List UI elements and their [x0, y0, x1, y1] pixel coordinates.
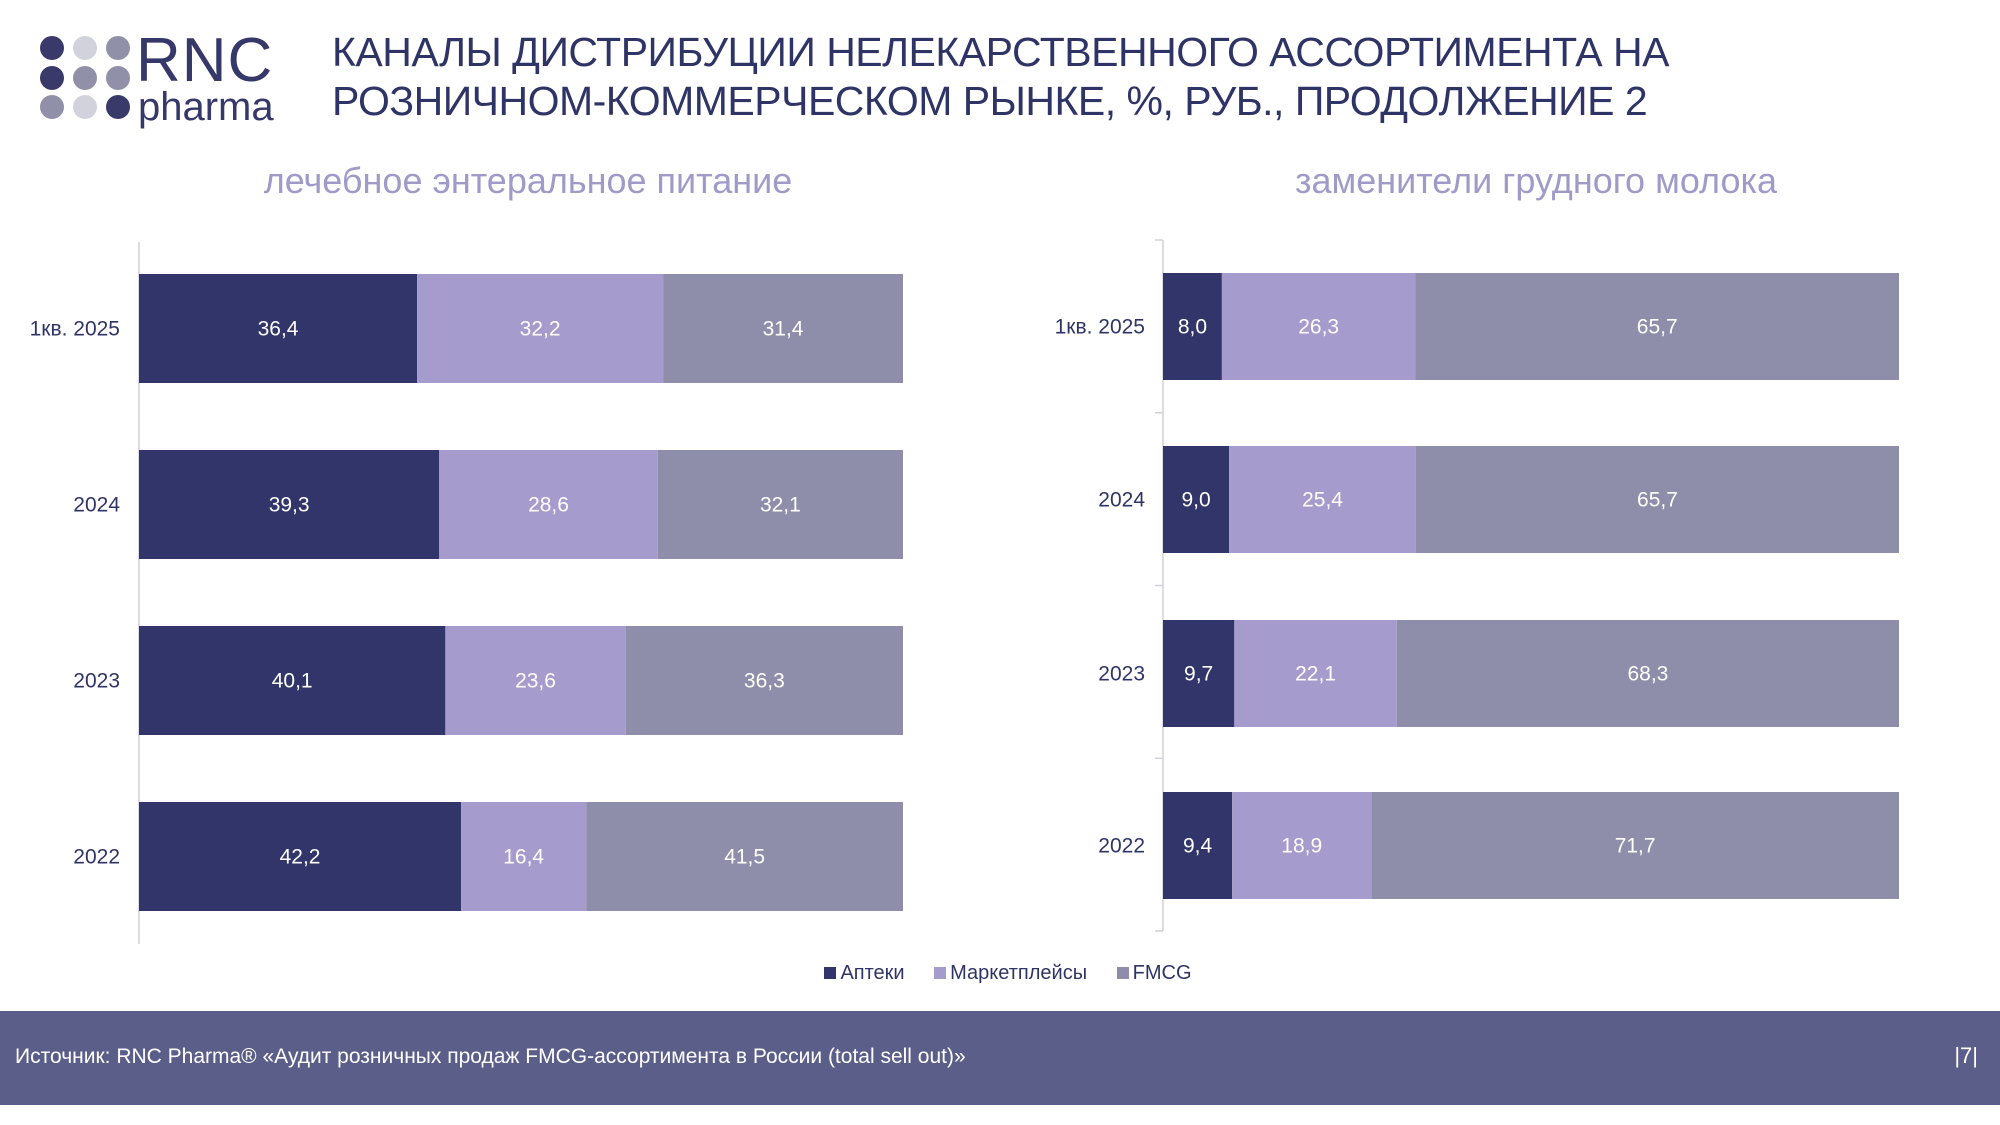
data-label: 23,6 [515, 670, 556, 693]
legend-swatch [824, 967, 837, 979]
title-line-1: КАНАЛЫ ДИСТРИБУЦИИ НЕЛЕКАРСТВЕННОГО АССО… [332, 29, 1669, 75]
page-number: |7| [1954, 1043, 1978, 1068]
footer-bar: Источник: RNC Pharma® «Аудит розничных п… [0, 1011, 2000, 1105]
data-label: 31,4 [763, 318, 804, 341]
bar-segment [139, 802, 462, 911]
bar-segment [1163, 446, 1230, 553]
category-label: 2022 [1098, 835, 1145, 858]
bar-segment [1221, 273, 1416, 380]
category-label: 2023 [73, 670, 120, 693]
bar-segment [1163, 792, 1233, 899]
legend-label: Маркетплейсы [950, 962, 1088, 984]
title-line-2: РОЗНИЧНОМ-КОММЕРЧЕСКОМ РЫНКЕ, %, РУБ., П… [332, 78, 1648, 124]
data-label: 9,0 [1181, 489, 1210, 512]
bar-segment [445, 626, 626, 735]
rnc-pharma-logo: RNC pharma [36, 26, 306, 129]
bar-segment [1415, 273, 1899, 380]
logo-wordmark-pharma: pharma [138, 85, 274, 129]
data-label: 9,4 [1183, 835, 1213, 858]
legend-item-fmcg: FMCG [1116, 962, 1192, 984]
chart-title-enteral: лечебное энтеральное питание [263, 160, 793, 201]
legend-swatch [1116, 967, 1129, 979]
category-label: 1кв. 2025 [30, 318, 120, 341]
bar-segment [625, 626, 903, 735]
bar-segment [657, 450, 903, 559]
bar-segment [1371, 792, 1899, 899]
bar-segment [139, 626, 446, 735]
data-label: 39,3 [269, 494, 310, 517]
data-label: 8,0 [1178, 316, 1207, 339]
data-label: 42,2 [280, 846, 321, 869]
data-label: 22,1 [1295, 663, 1336, 686]
data-label: 65,7 [1637, 316, 1678, 339]
legend: Аптеки Маркетплейсы FMCG [0, 960, 2000, 986]
data-label: 16,4 [503, 846, 544, 869]
data-label: 71,7 [1615, 835, 1656, 858]
chart-enteral: 1кв. 2025 36,4 32,2 31,4 2024 39,3 28,6 32,1 202… [30, 242, 903, 944]
data-label: 28,6 [528, 494, 569, 517]
bar-segment [586, 802, 903, 911]
bar-segment [439, 450, 658, 559]
data-label: 36,4 [258, 318, 299, 341]
bar-segment [1232, 792, 1372, 899]
category-label: 1кв. 2025 [1055, 316, 1145, 339]
source-note: Источник: RNC Pharma® «Аудит розничных п… [15, 1045, 966, 1068]
category-label: 2022 [73, 846, 120, 869]
bar-segment [461, 802, 587, 911]
bar-segment [139, 450, 440, 559]
chart-breastmilk: 1кв. 2025 8,0 26,3 65,7 2024 9,0 25,4 65,7 2023 9… [1055, 239, 1899, 932]
legend-item-marketplaces: Маркетплейсы [934, 962, 1087, 984]
bar-segment [1163, 273, 1222, 380]
logo-dots-icon [40, 36, 130, 119]
chart-title-breastmilk: заменители грудного молока [1294, 160, 1778, 201]
data-label: 25,4 [1302, 489, 1343, 512]
data-label: 41,5 [724, 846, 765, 869]
bar-segment [1163, 620, 1235, 727]
data-label: 26,3 [1298, 316, 1339, 339]
bar-segment [1396, 620, 1899, 727]
legend-item-pharmacies: Аптеки [824, 962, 905, 984]
bar-segment [663, 274, 903, 383]
legend-swatch [934, 967, 947, 979]
bar-segment [1229, 446, 1416, 553]
data-label: 68,3 [1627, 663, 1668, 686]
data-label: 40,1 [272, 670, 313, 693]
category-label: 2024 [73, 494, 120, 517]
data-label: 65,7 [1637, 489, 1678, 512]
data-label: 32,1 [760, 494, 801, 517]
data-label: 36,3 [744, 670, 785, 693]
logo-wordmark-rnc: RNC [136, 26, 274, 95]
data-label: 9,7 [1184, 663, 1213, 686]
bar-segment [417, 274, 664, 383]
legend-label: Аптеки [840, 962, 905, 984]
category-label: 2024 [1098, 489, 1145, 512]
bar-segment [139, 274, 418, 383]
legend-label: FMCG [1132, 962, 1192, 984]
data-label: 18,9 [1281, 835, 1322, 858]
data-label: 32,2 [520, 318, 561, 341]
category-label: 2023 [1098, 663, 1145, 686]
bar-segment [1234, 620, 1397, 727]
bar-segment [1415, 446, 1899, 553]
page-title: КАНАЛЫ ДИСТРИБУЦИИ НЕЛЕКАРСТВЕННОГО АССО… [332, 28, 1669, 126]
